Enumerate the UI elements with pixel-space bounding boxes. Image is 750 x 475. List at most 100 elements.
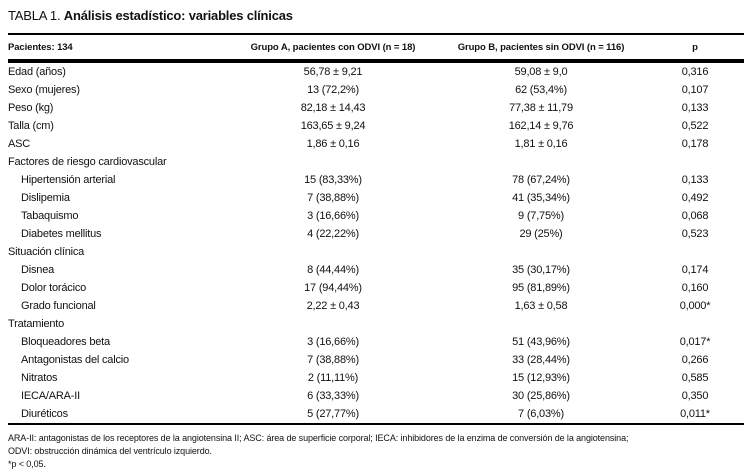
group-b-value: 78 (67,24%) bbox=[512, 174, 570, 186]
table-body: Edad (años) 56,78 ± 9,21 59,08 ± 9,0 0,316 S… bbox=[8, 61, 744, 424]
table-row: Peso (kg) 82,18 ± 14,43 77,38 ± 11,79 0,133 bbox=[8, 99, 744, 117]
group-b-value: 162,14 ± 9,76 bbox=[508, 120, 574, 132]
table-row: Nitratos 2 (11,11%) 15 (12,93%) 0,585 bbox=[8, 369, 744, 387]
p-value: 0,266 bbox=[681, 354, 709, 366]
p-value: 0,011* bbox=[680, 408, 710, 420]
table-row: Edad (años) 56,78 ± 9,21 59,08 ± 9,0 0,316 bbox=[8, 61, 744, 81]
footnotes: ARA-II: antagonistas de los receptores d… bbox=[8, 432, 744, 471]
group-a-value: 8 (44,44%) bbox=[307, 264, 359, 276]
table-row: Disnea 8 (44,44%) 35 (30,17%) 0,174 bbox=[8, 261, 744, 279]
group-b-value: 1,63 ± 0,58 bbox=[514, 300, 568, 312]
header-row: Pacientes: 134 Grupo A, pacientes con OD… bbox=[8, 35, 744, 63]
footnote-line: ARA-II: antagonistas de los receptores d… bbox=[8, 433, 629, 443]
p-value: 0,174 bbox=[681, 264, 709, 276]
group-a-value: 15 (83,33%) bbox=[304, 174, 362, 186]
p-value: 0,178 bbox=[681, 138, 709, 150]
p-value: 0,316 bbox=[681, 66, 709, 78]
group-a-value: 6 (33,33%) bbox=[307, 390, 359, 402]
group-a-value: 13 (72,2%) bbox=[307, 84, 359, 96]
row-label: Factores de riesgo cardiovascular bbox=[8, 156, 167, 168]
p-value: 0,522 bbox=[681, 120, 709, 132]
p-value: 0,350 bbox=[681, 390, 709, 402]
row-label: Disnea bbox=[21, 264, 55, 276]
group-a-value: 163,65 ± 9,24 bbox=[300, 120, 366, 132]
footnote-line: *p < 0,05. bbox=[8, 459, 46, 469]
group-b-value bbox=[436, 153, 646, 171]
group-b-value: 51 (43,96%) bbox=[512, 336, 570, 348]
row-label: Situación clínica bbox=[8, 246, 85, 258]
group-a-value: 7 (38,88%) bbox=[307, 192, 359, 204]
p-value: 0,133 bbox=[681, 174, 709, 186]
table-title-prefix: TABLA 1. bbox=[8, 8, 61, 23]
group-b-value: 15 (12,93%) bbox=[512, 372, 570, 384]
table-row: Dolor torácico 17 (94,44%) 95 (81,89%) 0,16… bbox=[8, 279, 744, 297]
row-label: ASC bbox=[8, 138, 31, 150]
row-label: IECA/ARA-II bbox=[21, 390, 80, 402]
column-header-group-b: Grupo B, pacientes sin ODVI (n = 116) bbox=[436, 35, 646, 63]
group-b-value: 77,38 ± 11,79 bbox=[509, 102, 573, 114]
group-a-value bbox=[230, 315, 436, 333]
group-a-value: 82,18 ± 14,43 bbox=[300, 102, 366, 114]
row-label: Diabetes mellitus bbox=[21, 228, 102, 240]
group-b-value: 33 (28,44%) bbox=[512, 354, 570, 366]
group-a-value: 3 (16,66%) bbox=[307, 336, 359, 348]
table-row: ASC 1,86 ± 0,16 1,81 ± 0,16 0,178 bbox=[8, 135, 744, 153]
table-row: Hipertensión arterial 15 (83,33%) 78 (67,2… bbox=[8, 171, 744, 189]
group-b-value: 62 (53,4%) bbox=[515, 84, 567, 96]
table-title: TABLA 1. Análisis estadístico: variables… bbox=[8, 8, 744, 24]
group-a-value: 56,78 ± 9,21 bbox=[303, 66, 363, 78]
group-a-value bbox=[230, 153, 436, 171]
group-a-value: 5 (27,77%) bbox=[307, 408, 359, 420]
section-row: Factores de riesgo cardiovascular bbox=[8, 153, 744, 171]
group-a-value: 2,22 ± 0,43 bbox=[306, 300, 360, 312]
p-value: 0,585 bbox=[681, 372, 709, 384]
row-label: Tabaquismo bbox=[21, 210, 79, 222]
table-row: Bloqueadores beta 3 (16,66%) 51 (43,96%) 0,… bbox=[8, 333, 744, 351]
group-b-value: 95 (81,89%) bbox=[512, 282, 570, 294]
group-b-value: 59,08 ± 9,0 bbox=[514, 66, 568, 78]
p-value: 0,492 bbox=[681, 192, 709, 204]
group-b-value: 7 (6,03%) bbox=[518, 408, 564, 420]
row-label: Peso (kg) bbox=[8, 102, 54, 114]
table-row: Tabaquismo 3 (16,66%) 9 (7,75%) 0,068 bbox=[8, 207, 744, 225]
table-row: Talla (cm) 163,65 ± 9,24 162,14 ± 9,76 0,52… bbox=[8, 117, 744, 135]
group-b-value: 41 (35,34%) bbox=[512, 192, 570, 204]
row-label: Talla (cm) bbox=[8, 120, 54, 132]
column-header-patients: Pacientes: 134 bbox=[8, 35, 230, 63]
p-value bbox=[646, 243, 744, 261]
group-a-value: 3 (16,66%) bbox=[307, 210, 359, 222]
column-header-p: p bbox=[646, 35, 744, 63]
p-value bbox=[646, 153, 744, 171]
row-label: Nitratos bbox=[21, 372, 58, 384]
p-value: 0,017* bbox=[679, 336, 711, 348]
row-label: Diuréticos bbox=[21, 408, 68, 420]
p-value: 0,133 bbox=[681, 102, 709, 114]
table-row: Grado funcional 2,22 ± 0,43 1,63 ± 0,58 0,0… bbox=[8, 297, 744, 315]
table-row: Sexo (mujeres) 13 (72,2%) 62 (53,4%) 0,107 bbox=[8, 81, 744, 99]
row-label: Bloqueadores beta bbox=[21, 336, 110, 348]
table-row: Diabetes mellitus 4 (22,22%) 29 (25%) 0,523 bbox=[8, 225, 744, 243]
table-row: Dislipemia 7 (38,88%) 41 (35,34%) 0,492 bbox=[8, 189, 744, 207]
group-a-value: 7 (38,88%) bbox=[307, 354, 359, 366]
group-a-value: 1,86 ± 0,16 bbox=[306, 138, 360, 150]
p-value: 0,160 bbox=[681, 282, 709, 294]
p-value: 0,523 bbox=[681, 228, 709, 240]
group-a-value: 4 (22,22%) bbox=[307, 228, 359, 240]
group-b-value: 1,81 ± 0,16 bbox=[514, 138, 568, 150]
row-label: Sexo (mujeres) bbox=[8, 84, 80, 96]
row-label: Dislipemia bbox=[21, 192, 70, 204]
title-divider bbox=[8, 33, 744, 35]
section-row: Situación clínica bbox=[8, 243, 744, 261]
group-a-value: 17 (94,44%) bbox=[304, 282, 362, 294]
table-row: Antagonistas del calcio 7 (38,88%) 33 (28,… bbox=[8, 351, 744, 369]
p-value: 0,107 bbox=[681, 84, 709, 96]
group-a-value: 2 (11,11%) bbox=[307, 372, 359, 384]
group-b-value: 35 (30,17%) bbox=[512, 264, 570, 276]
table-row: IECA/ARA-II 6 (33,33%) 30 (25,86%) 0,350 bbox=[8, 387, 744, 405]
table-row: Diuréticos 5 (27,77%) 7 (6,03%) 0,011* bbox=[8, 405, 744, 424]
footnote-line: ODVI: obstrucción dinámica del ventrícul… bbox=[8, 446, 212, 456]
row-label: Tratamiento bbox=[8, 318, 65, 330]
group-b-value: 9 (7,75%) bbox=[518, 210, 564, 222]
table-title-text: Análisis estadístico: variables clínicas bbox=[63, 8, 293, 23]
